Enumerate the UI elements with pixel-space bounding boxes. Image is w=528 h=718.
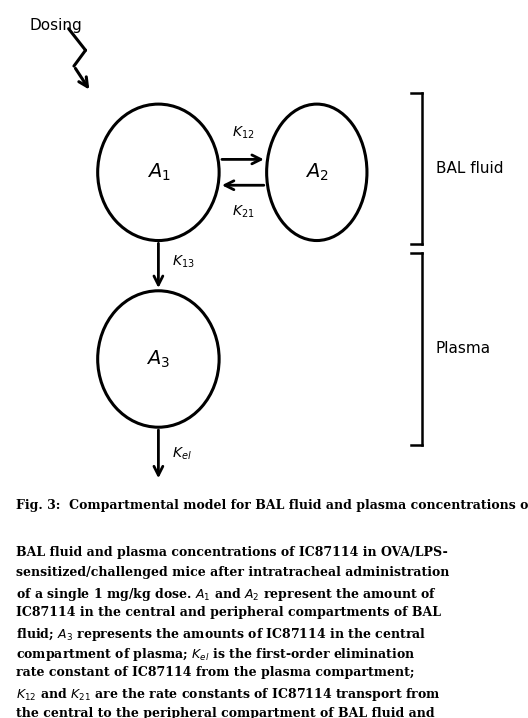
- Text: IC87114 in the central and peripheral compartments of BAL: IC87114 in the central and peripheral co…: [16, 606, 441, 619]
- Text: compartment of plasma; $K_{el}$ is the first-order elimination: compartment of plasma; $K_{el}$ is the f…: [16, 646, 415, 663]
- Text: $K_{12}$: $K_{12}$: [232, 125, 254, 141]
- Text: sensitized/challenged mice after intratracheal administration: sensitized/challenged mice after intratr…: [16, 566, 449, 579]
- Text: $K_{12}$ and $K_{21}$ are the rate constants of IC87114 transport from: $K_{12}$ and $K_{21}$ are the rate const…: [16, 686, 440, 704]
- Text: rate constant of IC87114 from the plasma compartment;: rate constant of IC87114 from the plasma…: [16, 666, 414, 679]
- Text: $A_2$: $A_2$: [305, 162, 328, 183]
- Text: $K_{el}$: $K_{el}$: [172, 446, 191, 462]
- Text: $K_{21}$: $K_{21}$: [232, 203, 254, 220]
- Text: $A_3$: $A_3$: [146, 348, 171, 370]
- Text: $K_{13}$: $K_{13}$: [172, 254, 194, 270]
- Text: Fig. 3:  Compartmental model for BAL fluid and plasma concentrations of IC87114: Fig. 3: Compartmental model for BAL flui…: [16, 499, 528, 512]
- Text: BAL fluid: BAL fluid: [436, 162, 503, 176]
- Text: of a single 1 mg/kg dose. $A_1$ and $A_2$ represent the amount of: of a single 1 mg/kg dose. $A_1$ and $A_2…: [16, 586, 437, 603]
- Text: $A_1$: $A_1$: [147, 162, 170, 183]
- Text: Dosing: Dosing: [29, 18, 82, 32]
- Text: Plasma: Plasma: [436, 342, 491, 356]
- Text: fluid; $A_3$ represents the amounts of IC87114 in the central: fluid; $A_3$ represents the amounts of I…: [16, 626, 426, 643]
- Text: BAL fluid and plasma concentrations of IC87114 in OVA/LPS-: BAL fluid and plasma concentrations of I…: [16, 546, 448, 559]
- Text: the central to the peripheral compartment of BAL fluid and: the central to the peripheral compartmen…: [16, 707, 435, 718]
